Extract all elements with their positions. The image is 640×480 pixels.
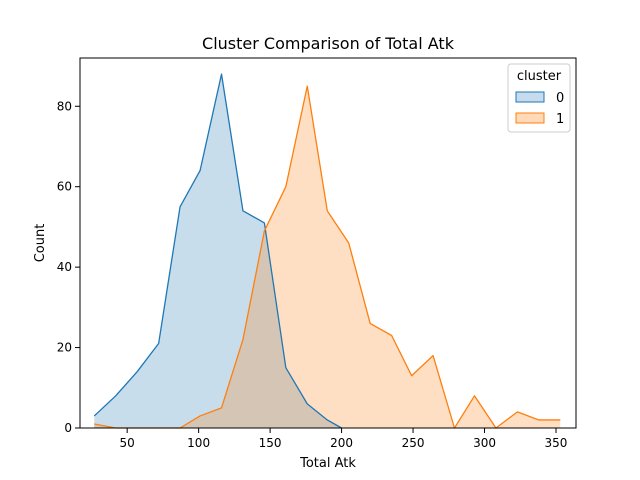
legend: cluster 0 1 bbox=[507, 63, 571, 133]
y-tick-label: 80 bbox=[57, 99, 72, 113]
legend-swatch-1 bbox=[515, 112, 545, 124]
y-tick-label: 0 bbox=[64, 421, 72, 435]
series-1-area bbox=[94, 86, 561, 429]
x-tick-label: 150 bbox=[259, 436, 282, 450]
legend-title: cluster bbox=[517, 69, 562, 84]
x-axis: 50 100 150 200 250 300 350 bbox=[120, 428, 568, 450]
y-tick-label: 60 bbox=[57, 180, 72, 194]
x-tick-label: 250 bbox=[402, 436, 425, 450]
chart-title: Cluster Comparison of Total Atk bbox=[202, 34, 455, 53]
x-tick-label: 350 bbox=[545, 436, 568, 450]
legend-swatch-0 bbox=[515, 91, 545, 103]
legend-label-1: 1 bbox=[556, 112, 564, 127]
y-tick-label: 40 bbox=[57, 260, 72, 274]
x-tick-label: 50 bbox=[120, 436, 135, 450]
series-0-line bbox=[93, 73, 342, 429]
legend-label-0: 0 bbox=[556, 91, 564, 106]
plot-frame bbox=[79, 57, 577, 429]
plot-area bbox=[93, 73, 561, 429]
x-tick-label: 100 bbox=[187, 436, 210, 450]
x-tick-label: 200 bbox=[330, 436, 353, 450]
y-axis-label: Count bbox=[33, 224, 48, 263]
y-axis: 0 20 40 60 80 bbox=[57, 99, 80, 435]
x-tick-label: 300 bbox=[473, 436, 496, 450]
x-axis-label: Total Atk bbox=[299, 456, 356, 471]
series-1-line bbox=[94, 85, 561, 429]
series-0-area bbox=[94, 74, 342, 428]
y-tick-label: 20 bbox=[57, 341, 72, 355]
